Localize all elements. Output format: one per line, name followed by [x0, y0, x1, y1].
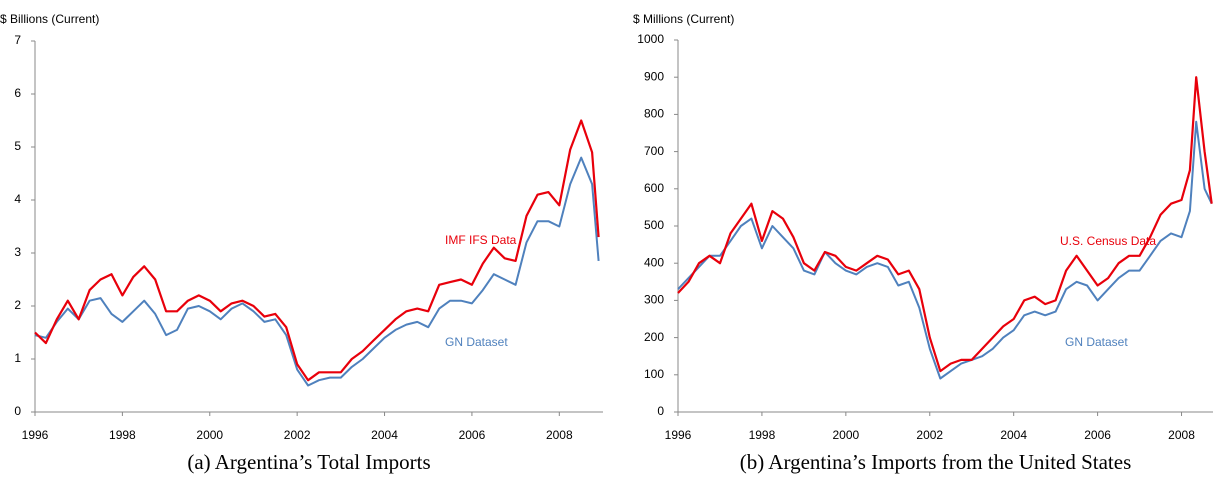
series-line	[677, 76, 1213, 373]
y-tick-label: 4	[14, 192, 21, 206]
x-tick-label: 2008	[1168, 428, 1195, 442]
x-tick-label: 2002	[284, 428, 311, 442]
x-tick-label: 1996	[665, 428, 692, 442]
y-tick-label: 0	[14, 404, 21, 418]
series-label: GN Dataset	[1065, 335, 1128, 349]
y-tick-label: 700	[644, 144, 664, 158]
y-tick-label: 200	[644, 330, 664, 344]
y-tick-label: 5	[14, 139, 21, 153]
x-tick-label: 1998	[109, 428, 136, 442]
series-label: IMF IFS Data	[445, 233, 517, 247]
y-axis-label: $ Millions (Current)	[633, 12, 734, 26]
x-tick-label: 2002	[916, 428, 943, 442]
x-tick-label: 2000	[832, 428, 859, 442]
y-tick-label: 7	[14, 33, 21, 47]
caption: (b) Argentina’s Imports from the United …	[740, 450, 1132, 474]
y-tick-label: 300	[644, 293, 664, 307]
series-line	[677, 120, 1213, 380]
y-tick-label: 3	[14, 245, 21, 259]
x-tick-label: 2006	[459, 428, 486, 442]
y-tick-label: 1000	[637, 32, 664, 46]
y-tick-label: 6	[14, 86, 21, 100]
y-tick-label: 1	[14, 351, 21, 365]
x-tick-label: 2004	[1000, 428, 1027, 442]
series-line	[34, 119, 600, 382]
x-tick-label: 2004	[371, 428, 398, 442]
y-tick-label: 100	[644, 367, 664, 381]
y-tick-label: 800	[644, 107, 664, 121]
y-axis-label: $ Billions (Current)	[0, 12, 99, 26]
y-tick-label: 0	[657, 404, 664, 418]
x-tick-label: 2006	[1084, 428, 1111, 442]
y-tick-label: 2	[14, 298, 21, 312]
y-tick-label: 400	[644, 255, 664, 269]
y-tick-label: 600	[644, 181, 664, 195]
y-tick-label: 500	[644, 218, 664, 232]
x-tick-label: 1996	[22, 428, 49, 442]
x-tick-label: 1998	[749, 428, 776, 442]
series-label: GN Dataset	[445, 335, 508, 349]
y-tick-label: 900	[644, 69, 664, 83]
x-tick-label: 2000	[196, 428, 223, 442]
series-line	[34, 156, 600, 387]
series-label: U.S. Census Data	[1060, 234, 1156, 248]
caption: (a) Argentina’s Total Imports	[187, 450, 430, 474]
x-tick-label: 2008	[546, 428, 573, 442]
